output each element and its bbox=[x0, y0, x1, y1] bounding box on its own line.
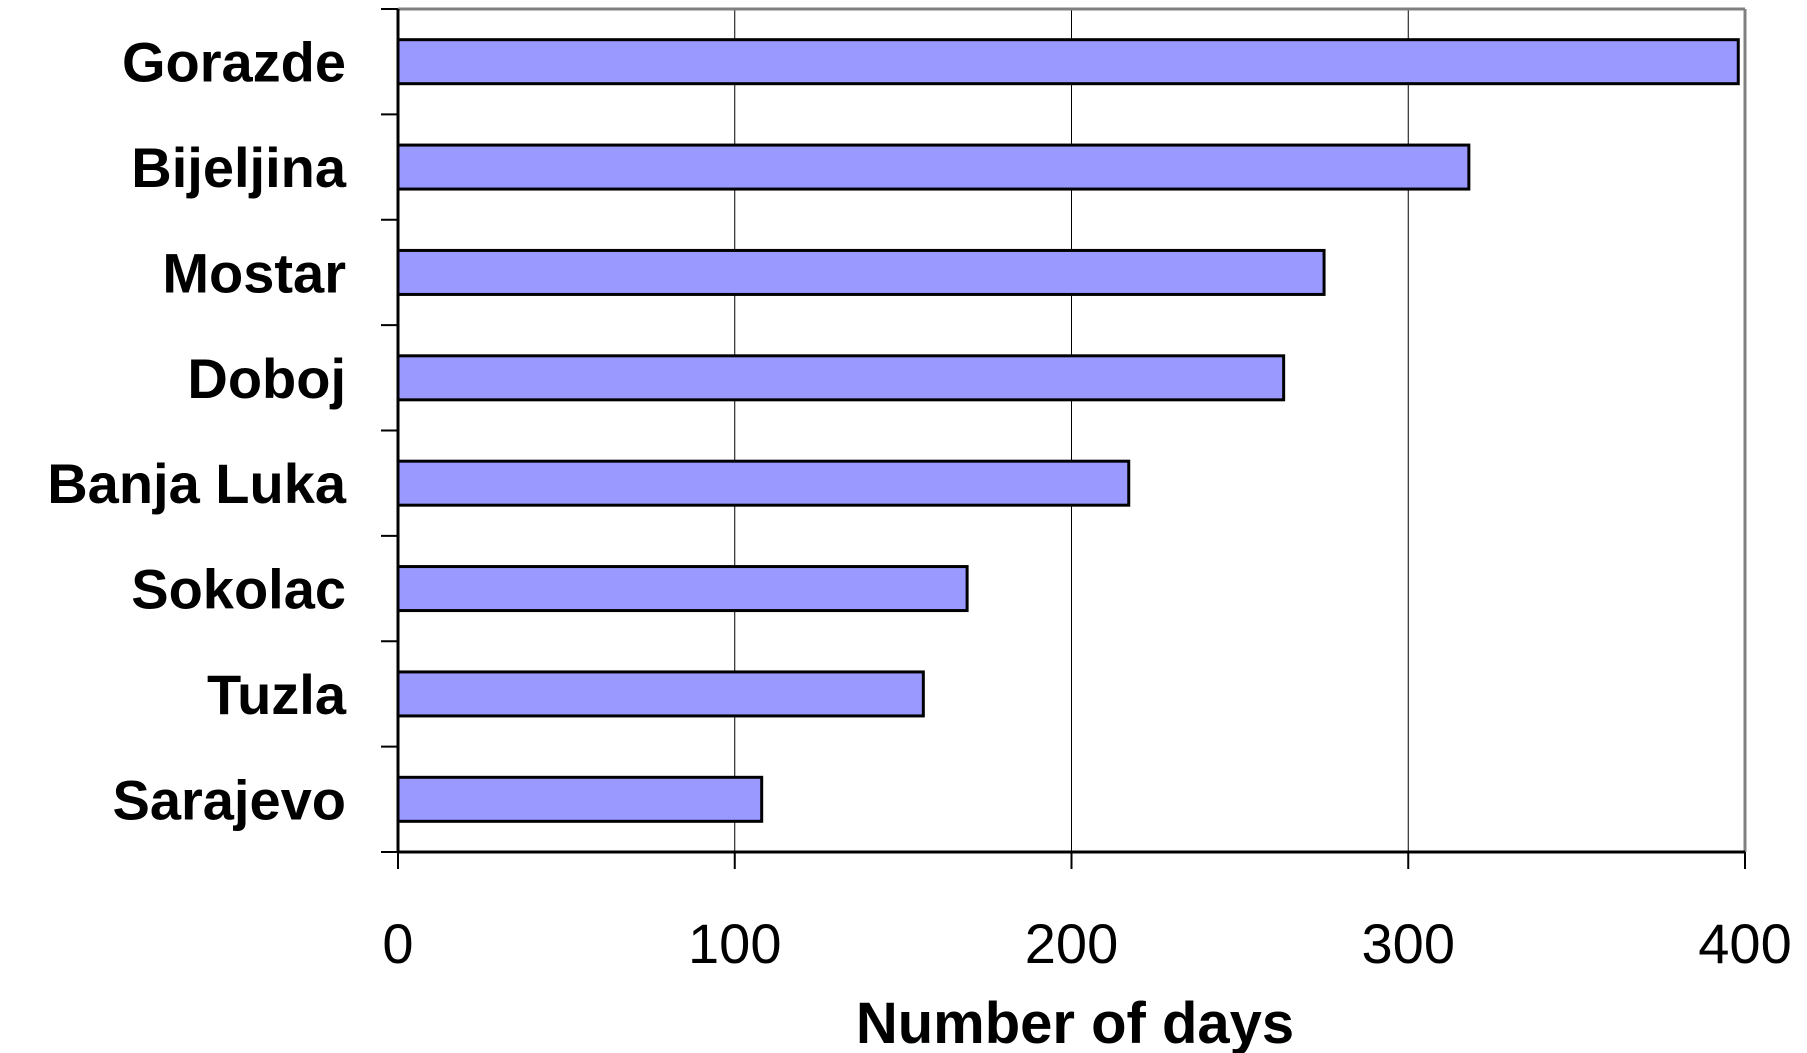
bar-banja-luka bbox=[396, 459, 1131, 507]
bar-sarajevo bbox=[396, 775, 764, 823]
bar-gorazde bbox=[396, 38, 1740, 86]
category-label-banja-luka: Banja Luka bbox=[47, 452, 347, 515]
axes bbox=[381, 7, 1747, 869]
bar-sokolac bbox=[396, 565, 969, 613]
x-axis-title: Number of days bbox=[856, 991, 1294, 1053]
bar-tuzla bbox=[396, 670, 925, 718]
category-label-mostar: Mostar bbox=[162, 241, 346, 304]
bar-mostar bbox=[396, 248, 1326, 296]
x-tick-label-0: 0 bbox=[382, 912, 413, 975]
x-tick-label-2: 200 bbox=[1025, 912, 1118, 975]
category-label-sarajevo: Sarajevo bbox=[113, 768, 347, 831]
x-tick-label-4: 400 bbox=[1698, 912, 1791, 975]
bar-doboj bbox=[396, 354, 1286, 402]
x-tick-label-3: 300 bbox=[1362, 912, 1455, 975]
category-label-sokolac: Sokolac bbox=[131, 558, 346, 621]
bars bbox=[396, 38, 1740, 823]
category-label-tuzla: Tuzla bbox=[207, 663, 347, 726]
tick-labels: 0 100 200 300 400 bbox=[382, 912, 1791, 975]
category-label-bijeljina: Bijeljina bbox=[131, 136, 347, 199]
x-tick-label-1: 100 bbox=[688, 912, 781, 975]
category-label-gorazde: Gorazde bbox=[122, 31, 346, 94]
category-label-doboj: Doboj bbox=[187, 347, 346, 410]
bar-bijeljina bbox=[396, 143, 1471, 191]
category-labels: Gorazde Bijeljina Mostar Doboj Banja Luka Sok… bbox=[47, 31, 347, 832]
